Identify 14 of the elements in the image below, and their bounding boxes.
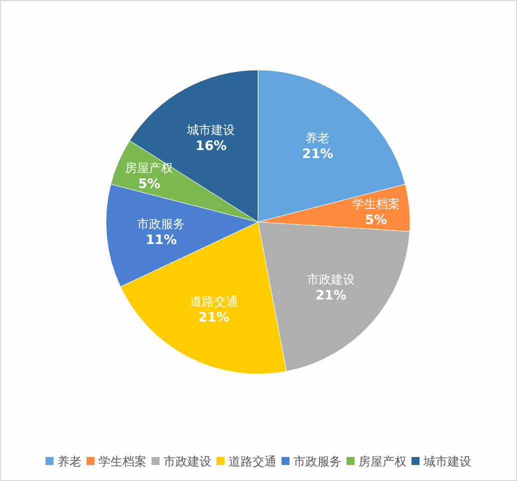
slice-label: 道路交通 21% <box>190 294 238 326</box>
legend-label: 市政建设 <box>164 454 212 468</box>
slice-label: 市政服务 11% <box>137 217 186 248</box>
legend-label: 城市建设 <box>422 454 472 468</box>
legend-label: 道路交通 <box>228 454 276 468</box>
slice-label: 城市建设 16% <box>187 122 236 154</box>
legend-label: 房屋产权 <box>358 454 406 468</box>
slice-label: 养老 21% <box>302 131 334 162</box>
slice-label: 市政建设 21% <box>307 272 355 304</box>
legend-label: 市政服务 <box>294 454 342 468</box>
legend-label: 养老 <box>58 454 82 468</box>
slice-label: 房屋产权 5% <box>125 160 174 192</box>
legend-label: 学生档案 <box>98 454 146 468</box>
slice-label: 学生档案 5% <box>352 196 400 228</box>
